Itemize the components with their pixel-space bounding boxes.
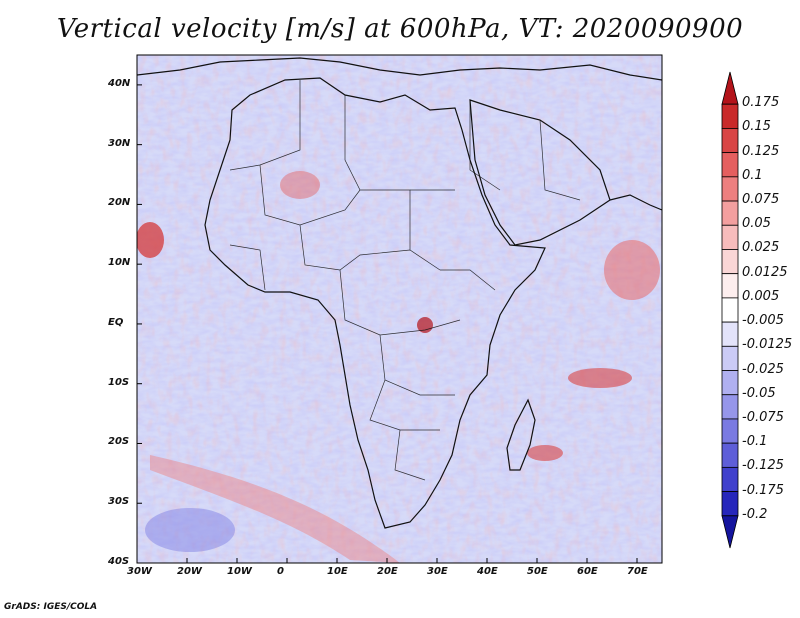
colorbar-swatch: [721, 152, 739, 178]
x-tick-label: 30E: [427, 566, 448, 577]
colorbar-swatch: [721, 176, 739, 202]
colorbar-swatch: [721, 466, 739, 492]
x-tick-label: 30W: [127, 566, 152, 577]
colorbar-label: -0.025: [742, 361, 784, 377]
colorbar-label: -0.05: [742, 385, 776, 401]
x-tick-label: 40E: [477, 566, 498, 577]
x-tick-label: 10E: [327, 566, 348, 577]
y-tick-label: 10N: [108, 257, 131, 269]
colorbar-swatch: [721, 515, 739, 549]
y-tick-label: 20S: [108, 436, 130, 448]
colorbar-swatch: [721, 418, 739, 444]
colorbar-label: -0.125: [742, 458, 784, 474]
colorbar-label: 0.025: [742, 240, 780, 256]
colorbar-swatch: [721, 370, 739, 396]
footer-credit: GrADS: IGES/COLA: [4, 602, 98, 612]
plot-frame: [136, 54, 663, 564]
europe-coastline: [137, 57, 662, 81]
x-tick-label: 50E: [527, 566, 548, 577]
x-tick-label: 20E: [377, 566, 398, 577]
y-tick-label: 40S: [108, 556, 130, 567]
x-tick-label: 20W: [177, 566, 202, 577]
plot-title: Vertical velocity [m/s] at 600hPa, VT: 2…: [56, 14, 744, 44]
ascent-patch-sahara: [280, 171, 320, 199]
colorbar-label: 0.005: [742, 288, 780, 304]
y-tick-label: 20N: [108, 197, 131, 209]
y-tick-label: 10S: [108, 376, 130, 388]
colorbar-swatch: [721, 297, 739, 323]
colorbar-label: 0.0125: [742, 264, 788, 280]
colorbar-swatch: [721, 224, 739, 250]
velocity-field: [137, 55, 662, 563]
colorbar-label: 0.125: [742, 143, 780, 159]
ascent-band-southern-ocean: [150, 455, 400, 563]
colorbar-swatch: [721, 200, 739, 226]
y-tick-label: 40N: [108, 77, 131, 89]
colorbar-swatch: [721, 71, 739, 105]
colorbar-swatch: [721, 103, 739, 129]
asia-coastline: [609, 194, 662, 211]
x-tick-label: 10W: [227, 566, 252, 577]
colorbar-swatch: [721, 394, 739, 420]
colorbar-swatch: [721, 442, 739, 468]
y-tick-label: EQ: [108, 316, 124, 328]
colorbar-swatch: [721, 273, 739, 299]
colorbar-swatch: [721, 345, 739, 371]
ascent-patch-madagascar: [527, 445, 563, 461]
subsidence-patch-south: [145, 508, 235, 552]
colorbar-label: -0.175: [742, 482, 784, 498]
axis-ticks: [136, 84, 638, 564]
x-tick-label: 70E: [627, 566, 648, 577]
colorbar-swatch: [721, 321, 739, 347]
x-tick-label: 0: [277, 566, 284, 577]
colorbar-label: -0.005: [742, 313, 784, 329]
x-tick-label: 60E: [577, 566, 598, 577]
africa-coastline: [204, 77, 546, 529]
field-texture-red: [137, 55, 662, 563]
colorbar-label: 0.1: [742, 167, 763, 183]
colorbar-swatch: [721, 128, 739, 154]
colorbar-swatch: [721, 491, 739, 517]
country-borders: [229, 80, 581, 481]
colorbar: [721, 71, 739, 549]
colorbar-label: -0.075: [742, 409, 784, 425]
colorbar-label: 0.15: [742, 119, 771, 135]
ascent-patch-arabian-sea: [604, 240, 660, 300]
colorbar-label: 0.175: [742, 95, 780, 111]
colorbar-label: 0.075: [742, 192, 780, 208]
ascent-patch-west-atlantic: [137, 222, 164, 258]
ascent-patch-indian-ocean: [568, 368, 632, 388]
colorbar-label: 0.05: [742, 216, 771, 232]
colorbar-label: -0.1: [742, 434, 768, 450]
y-tick-label: 30N: [108, 137, 131, 149]
madagascar-coastline: [506, 398, 536, 471]
colorbar-label: -0.0125: [742, 337, 793, 353]
y-tick-label: 30S: [108, 496, 130, 508]
colorbar-swatch: [721, 249, 739, 275]
colorbar-label: -0.2: [742, 506, 768, 522]
